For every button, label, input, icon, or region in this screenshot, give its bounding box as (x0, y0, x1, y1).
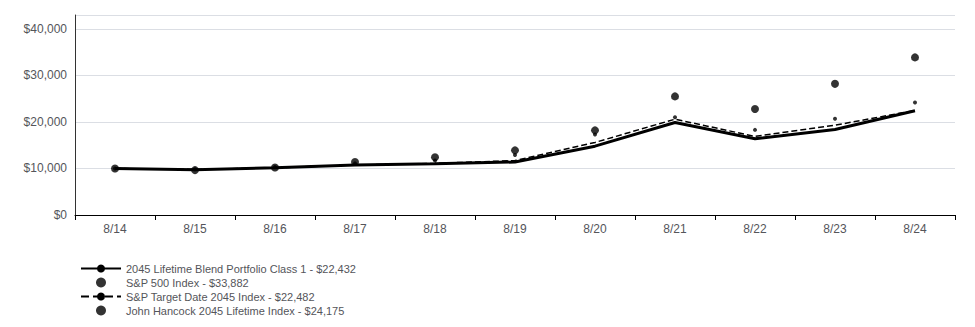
svg-text:John Hancock 2045 Lifetime Ind: John Hancock 2045 Lifetime Index - $24,1… (126, 305, 344, 317)
svg-text:S&P 500 Index - $33,882: S&P 500 Index - $33,882 (126, 277, 249, 289)
svg-text:8/21: 8/21 (663, 222, 687, 236)
svg-text:8/14: 8/14 (103, 222, 127, 236)
svg-text:$20,000: $20,000 (24, 115, 68, 129)
svg-text:S&P Target Date 2045 Index - $: S&P Target Date 2045 Index - $22,482 (126, 291, 315, 303)
svg-text:$40,000: $40,000 (24, 22, 68, 36)
svg-text:2045 Lifetime Blend Portfolio: 2045 Lifetime Blend Portfolio Class 1 - … (126, 263, 356, 275)
svg-text:8/15: 8/15 (183, 222, 207, 236)
svg-text:$30,000: $30,000 (24, 68, 68, 82)
svg-text:8/17: 8/17 (343, 222, 367, 236)
svg-text:8/24: 8/24 (903, 222, 927, 236)
svg-text:$0: $0 (54, 208, 68, 222)
svg-text:8/22: 8/22 (743, 222, 767, 236)
svg-text:8/16: 8/16 (263, 222, 287, 236)
svg-text:8/20: 8/20 (583, 222, 607, 236)
svg-text:8/19: 8/19 (503, 222, 527, 236)
svg-text:$10,000: $10,000 (24, 161, 68, 175)
svg-text:8/18: 8/18 (423, 222, 447, 236)
svg-text:8/23: 8/23 (823, 222, 847, 236)
